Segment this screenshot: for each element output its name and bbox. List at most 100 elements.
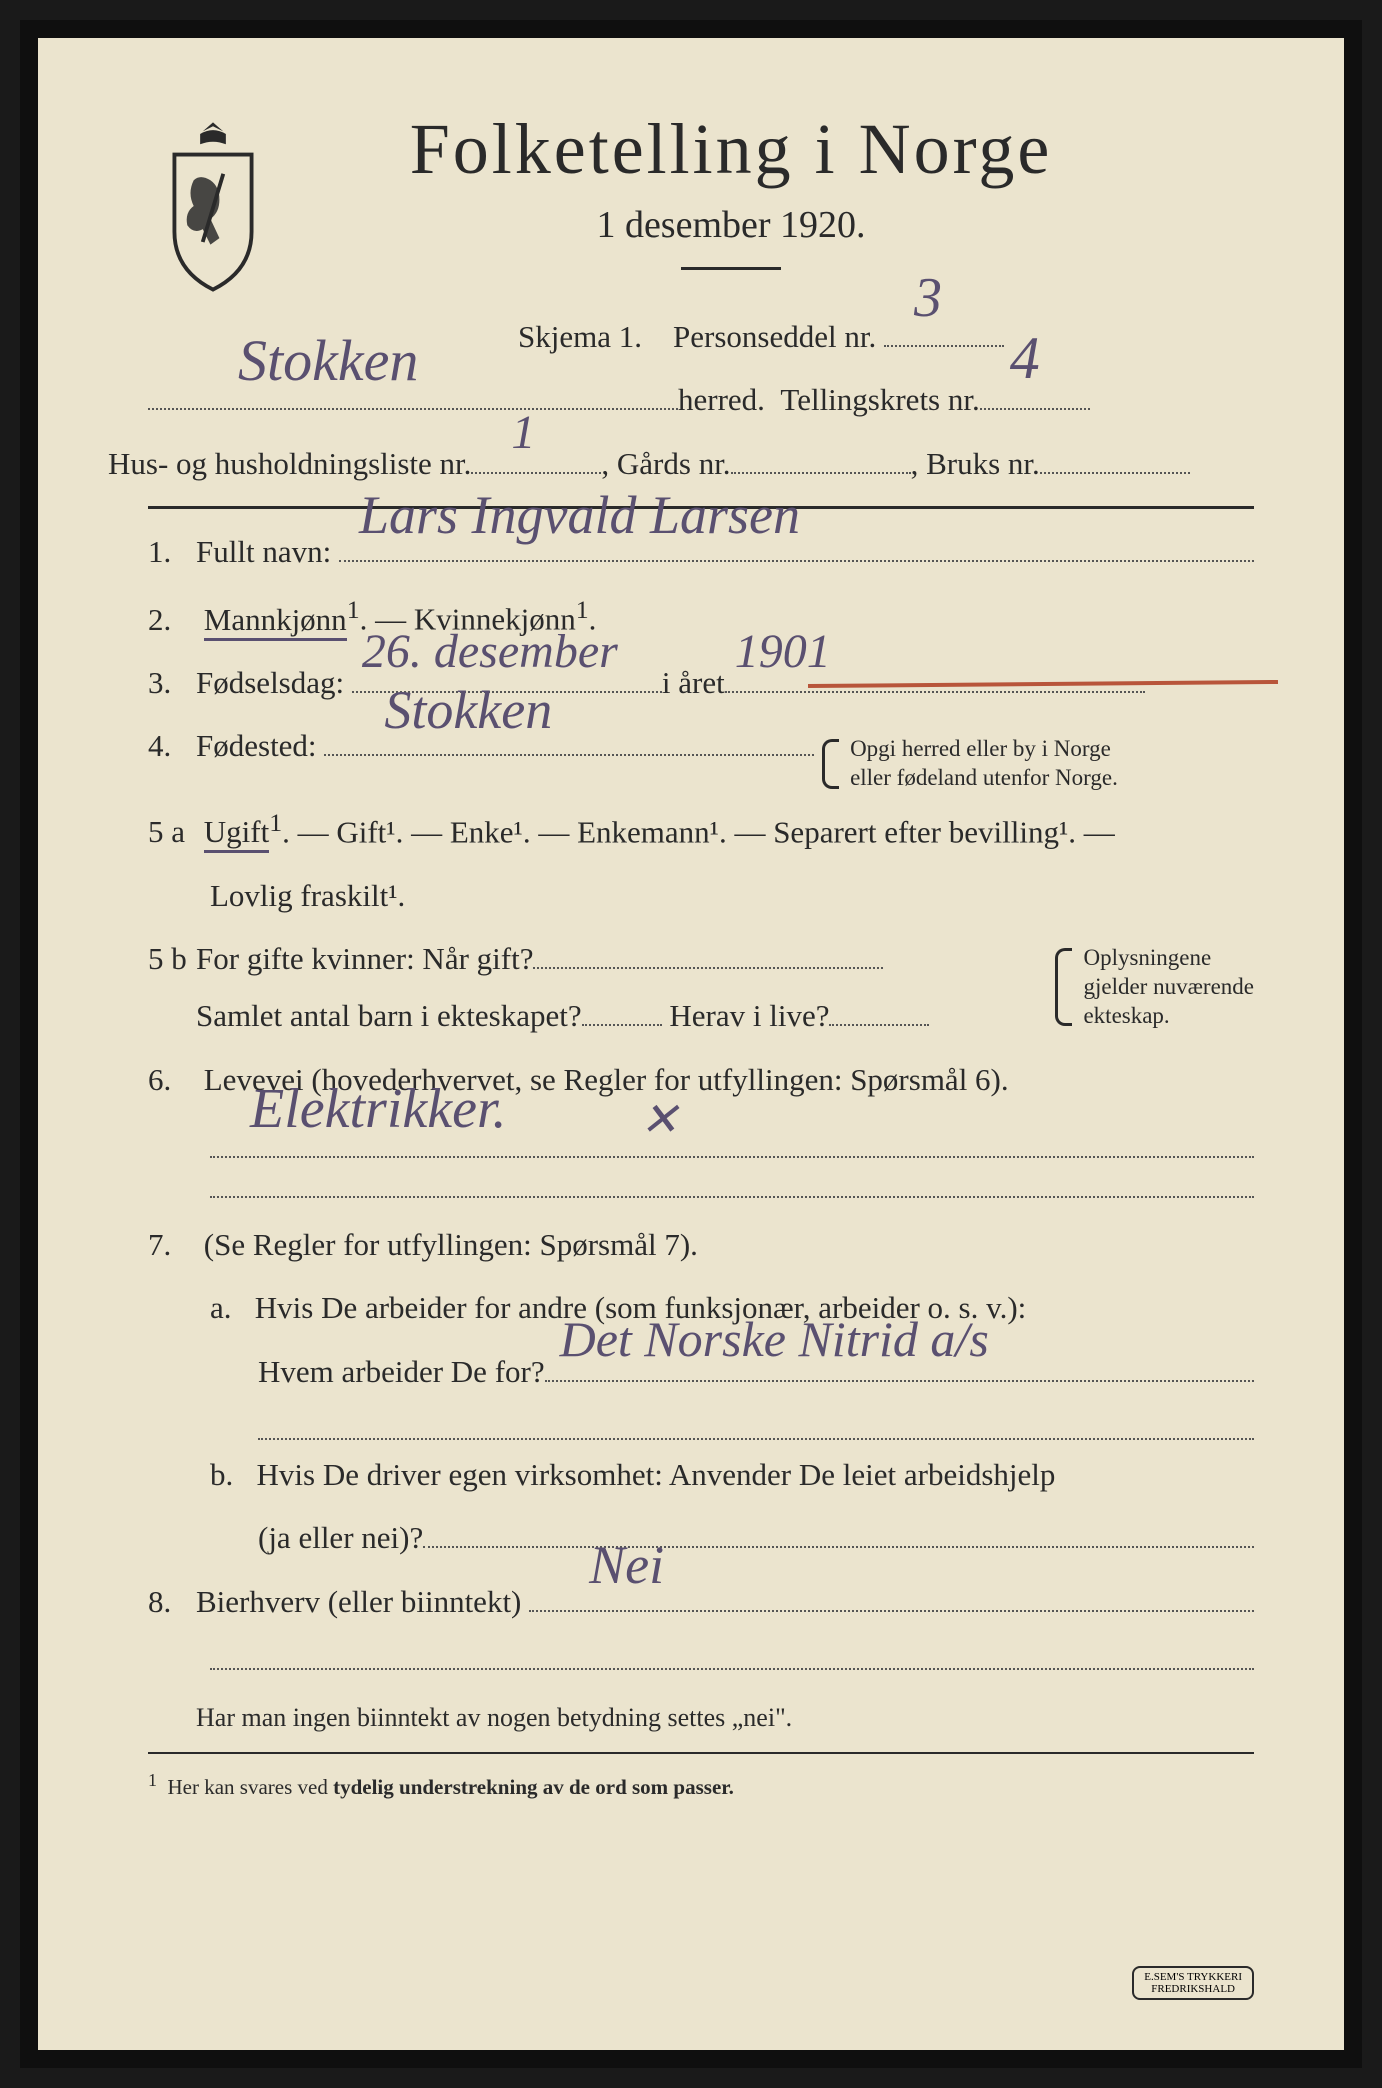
q6-value: Elektrikker. — [250, 1058, 507, 1162]
q4-value: Stokken — [384, 661, 552, 761]
q5b-field3 — [829, 1024, 929, 1026]
q4-note: Opgi herred eller by i Norge eller fødel… — [822, 735, 1118, 793]
stamp-line1: E.SEM'S TRYKKERI — [1144, 1971, 1242, 1983]
q3-mid: i året — [662, 654, 725, 711]
q8-label: Bierhverv (eller biinntekt) — [196, 1573, 521, 1630]
q5b-label3: Herav i live? — [669, 987, 829, 1044]
red-strike-icon — [808, 680, 1278, 688]
q2-sup1: 1 — [347, 595, 360, 624]
q4-num: 4. — [148, 717, 196, 774]
tellingskrets-label: Tellingskrets nr. — [780, 371, 979, 428]
q7-label: (Se Regler for utfyllingen: Spørsmål 7). — [204, 1227, 698, 1262]
q5a-ugift: Ugift — [204, 814, 269, 853]
q5a-line: 5 a Ugift1. — Gift¹. — Enke¹. — Enkemann… — [148, 799, 1254, 861]
q5b-note3: ekteskap. — [1083, 1003, 1169, 1028]
q6-field: Elektrikker. ✕ — [210, 1114, 1254, 1158]
q3-line: 3. Fødselsdag: 26. desember i året 1901 — [148, 654, 1254, 711]
q7b-line1: b. Hvis De driver egen virksomhet: Anven… — [148, 1446, 1254, 1503]
q7b-text2: (ja eller nei)? — [258, 1509, 423, 1566]
form-body: Skjema 1. Personseddel nr. 3 Stokken her… — [148, 308, 1254, 1807]
q5b-row2: Samlet antal barn i ekteskapet? Herav i … — [196, 987, 1035, 1044]
q1-label: Fullt navn: — [196, 523, 331, 580]
q5a-line2: Lovlig fraskilt¹. — [148, 867, 1254, 924]
herred-label: herred. — [678, 371, 765, 428]
footer-notes: Har man ingen biinntekt av nogen betydni… — [148, 1694, 1254, 1807]
title-block: Folketelling i Norge 1 desember 1920. — [308, 108, 1254, 298]
q7a-blank-field — [258, 1406, 1254, 1440]
tellingskrets-value: 4 — [1010, 303, 1040, 414]
herred-line: Stokken herred. Tellingskrets nr. 4 — [148, 371, 1254, 428]
skjema-label: Skjema 1. — [518, 319, 642, 354]
q5b-note: Oplysningene gjelder nuværende ekteskap. — [1055, 944, 1254, 1030]
q4-field: Stokken — [324, 754, 814, 756]
q5b-row1: For gifte kvinner: Når gift? — [196, 930, 1035, 987]
stamp-line2: FREDRIKSHALD — [1151, 1983, 1235, 1995]
q7a-blank — [148, 1406, 1254, 1440]
q5b-field1 — [533, 967, 883, 969]
q5b-label2: Samlet antal barn i ekteskapet? — [196, 987, 582, 1044]
q6-num: 6. — [148, 1051, 196, 1108]
q7b-text1: Hvis De driver egen virksomhet: Anvender… — [257, 1457, 1056, 1492]
subtitle: 1 desember 1920. — [308, 203, 1154, 247]
q1-field: Lars Ingvald Larsen — [339, 560, 1254, 562]
coat-of-arms-icon — [148, 116, 278, 296]
q5b-field2 — [582, 1024, 662, 1026]
herred-value: Stokken — [238, 307, 418, 414]
q7-line: 7. (Se Regler for utfyllingen: Spørsmål … — [148, 1216, 1254, 1273]
q4-line: 4. Fødested: Stokken Opgi herred eller b… — [148, 717, 1254, 793]
personseddel-field: 3 — [884, 345, 1004, 347]
form-header: Folketelling i Norge 1 desember 1920. — [148, 108, 1254, 298]
q5a-rest: . — Gift¹. — Enke¹. — Enkemann¹. — Separ… — [282, 814, 1115, 849]
q6-mark: ✕ — [640, 1077, 679, 1162]
q3-num: 3. — [148, 654, 196, 711]
main-title: Folketelling i Norge — [308, 108, 1154, 191]
q1-value: Lars Ingvald Larsen — [359, 466, 800, 566]
q5b-num: 5 b — [148, 930, 196, 987]
q5b-note2: gjelder nuværende — [1083, 974, 1254, 999]
q6-value-line: Elektrikker. ✕ — [148, 1114, 1254, 1158]
q7b-num: b. — [210, 1457, 233, 1492]
q8-field: Nei — [529, 1610, 1254, 1612]
q5a-num: 5 a — [148, 803, 196, 860]
q4-note1: Opgi herred eller by i Norge — [850, 736, 1111, 761]
q8-blank-field — [210, 1636, 1254, 1670]
q6-blank — [148, 1164, 1254, 1198]
q5b-note1: Oplysningene — [1083, 945, 1211, 970]
personseddel-label: Personseddel nr. — [673, 319, 876, 354]
q8-num: 8. — [148, 1573, 196, 1630]
q2-num: 2. — [148, 591, 196, 648]
footer-divider — [148, 1752, 1254, 1754]
tellingskrets-field: 4 — [980, 408, 1090, 410]
q4-label: Fødested: — [196, 717, 317, 774]
q4-note2: eller fødeland utenfor Norge. — [850, 765, 1118, 790]
q7b-field — [423, 1546, 1254, 1548]
personseddel-value: 3 — [914, 247, 942, 351]
herred-field: Stokken — [148, 408, 678, 410]
q7a-text2: Hvem arbeider De for? — [258, 1343, 545, 1400]
q2-mann: Mannkjønn — [204, 602, 347, 641]
q7a-value: Det Norske Nitrid a/s — [560, 1293, 989, 1386]
q5b-label1: For gifte kvinner: Når gift? — [196, 930, 533, 987]
q7a-num: a. — [210, 1290, 232, 1325]
q7-num: 7. — [148, 1216, 196, 1273]
hushold-value: 1 — [511, 389, 535, 478]
q7a-line2: Hvem arbeider De for? Det Norske Nitrid … — [148, 1343, 1254, 1400]
bruks-field — [1040, 472, 1190, 474]
q3-label: Fødselsdag: — [196, 654, 344, 711]
q8-line: 8. Bierhverv (eller biinntekt) Nei — [148, 1573, 1254, 1630]
q5b-line: 5 b For gifte kvinner: Når gift? Samlet … — [148, 930, 1254, 1045]
bruks-label: , Bruks nr. — [911, 435, 1040, 492]
q1-num: 1. — [148, 523, 196, 580]
footer-note1: Har man ingen biinntekt av nogen betydni… — [148, 1694, 1254, 1742]
census-form-page: Folketelling i Norge 1 desember 1920. Sk… — [20, 20, 1362, 2068]
title-divider — [681, 267, 781, 270]
printer-stamp: E.SEM'S TRYKKERI FREDRIKSHALD — [1132, 1966, 1254, 2000]
footer-note2: 1 Her kan svares ved tydelig understrekn… — [148, 1764, 1254, 1807]
q2-line: 2. Mannkjønn1. — Kvinnekjønn1. — [148, 586, 1254, 648]
q3-year-field: 1901 — [725, 691, 1145, 693]
q6-blank-field — [210, 1164, 1254, 1198]
q1-line: 1. Fullt navn: Lars Ingvald Larsen — [148, 523, 1254, 580]
q7b-line2: (ja eller nei)? — [148, 1509, 1254, 1566]
q8-blank — [148, 1636, 1254, 1670]
q5a-rest2: Lovlig fraskilt¹. — [210, 878, 405, 913]
